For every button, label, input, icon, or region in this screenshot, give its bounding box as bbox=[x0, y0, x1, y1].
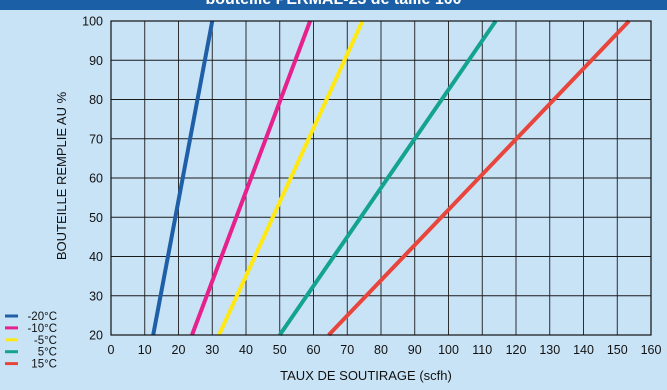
x-tick-label: 130 bbox=[539, 343, 560, 357]
x-tick-label: 110 bbox=[472, 343, 492, 357]
series-line bbox=[217, 20, 365, 336]
legend-label: -5°C bbox=[34, 335, 57, 347]
x-tick-label: 30 bbox=[205, 343, 219, 357]
y-tick-label: 100 bbox=[82, 15, 103, 29]
x-tick-label: 0 bbox=[108, 343, 115, 357]
x-tick-label: 160 bbox=[641, 343, 662, 357]
plot-frame bbox=[110, 20, 652, 336]
y-tick-label: 60 bbox=[89, 172, 103, 186]
x-tick-label: 140 bbox=[573, 343, 594, 357]
legend-label: -10°C bbox=[27, 323, 57, 335]
series-line bbox=[190, 20, 312, 336]
legend-label: 15°C bbox=[31, 359, 57, 371]
chart-title-bar: bouteille PERMAL-23 de taille 100 bbox=[0, 0, 667, 10]
chart-title: bouteille PERMAL-23 de taille 100 bbox=[0, 0, 667, 9]
series-line bbox=[278, 19, 498, 337]
x-tick-label: 60 bbox=[307, 343, 321, 357]
x-tick-label: 10 bbox=[138, 343, 152, 357]
x-tick-label: 120 bbox=[506, 343, 527, 357]
y-tick-label: 30 bbox=[89, 289, 103, 303]
x-tick-label: 40 bbox=[239, 343, 253, 357]
series-line bbox=[151, 20, 215, 336]
x-tick-label: 90 bbox=[408, 343, 422, 357]
legend-label: -20°C bbox=[27, 311, 57, 323]
x-tick-label: 20 bbox=[172, 343, 186, 357]
y-tick-labels: 20 30 40 50 60 70 80 90 100 bbox=[82, 15, 103, 343]
x-tick-label: 100 bbox=[438, 343, 459, 357]
series-lines bbox=[151, 19, 631, 337]
series-line bbox=[327, 19, 631, 337]
y-tick-label: 20 bbox=[89, 329, 103, 343]
y-tick-label: 50 bbox=[89, 211, 103, 225]
y-tick-label: 40 bbox=[89, 250, 103, 264]
y-tick-label: 70 bbox=[89, 132, 103, 146]
x-tick-label: 70 bbox=[340, 343, 354, 357]
x-axis-label: TAUX DE SOUTIRAGE (scfh) bbox=[280, 368, 452, 383]
legend-label: 5°C bbox=[38, 347, 57, 359]
y-tick-label: 90 bbox=[89, 54, 103, 68]
x-tick-label: 50 bbox=[273, 343, 287, 357]
x-tick-label: 150 bbox=[607, 343, 628, 357]
y-tick-label: 80 bbox=[89, 93, 103, 107]
x-tick-labels: 0 10 20 30 40 50 60 70 80 90 100 110 120 130 140 150 160 bbox=[108, 343, 662, 357]
legend: -20°C-10°C-5°C5°C15°C bbox=[5, 311, 57, 371]
y-axis-label: BOUTEILLE REMPLIE AU % bbox=[54, 91, 69, 260]
x-tick-label: 80 bbox=[374, 343, 388, 357]
